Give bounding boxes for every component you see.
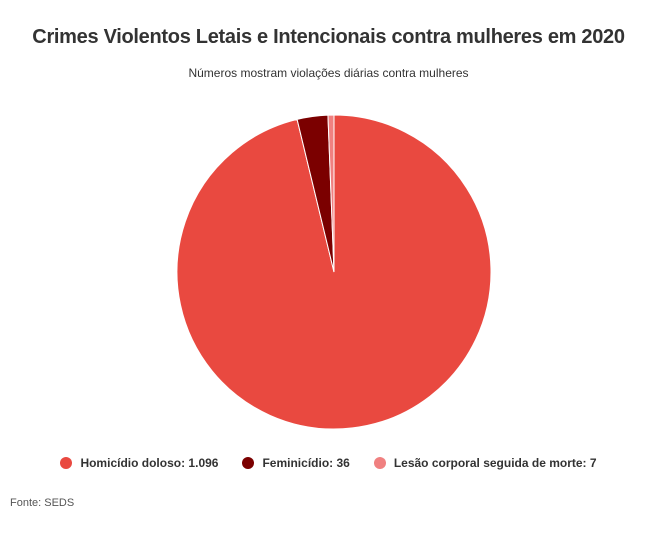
legend-item-3[interactable]: Lesão corporal seguida de morte: 7 <box>373 456 597 470</box>
legend: Homicídio doloso: 1.096 Feminicídio: 36 Le… <box>0 456 657 470</box>
legend-label: Lesão corporal seguida de morte: 7 <box>393 456 597 470</box>
chart-title: Crimes Violentos Letais e Intencionais c… <box>32 26 625 48</box>
legend-swatch-icon <box>60 457 73 469</box>
legend-item-1[interactable]: Homicídio doloso: 1.096 <box>60 456 218 470</box>
source-note: Fonte: SEDS <box>10 497 75 509</box>
pie-slice-3[interactable] <box>327 114 335 273</box>
legend-item-2[interactable]: Feminicídio: 36 <box>242 456 350 470</box>
legend-swatch-icon <box>242 457 255 469</box>
legend-label: Feminicídio: 36 <box>262 456 350 470</box>
legend-swatch-icon <box>373 457 386 469</box>
legend-label: Homicídio doloso: 1.096 <box>80 456 219 470</box>
chart-subtitle: Números mostram violações diárias contra… <box>188 66 469 80</box>
